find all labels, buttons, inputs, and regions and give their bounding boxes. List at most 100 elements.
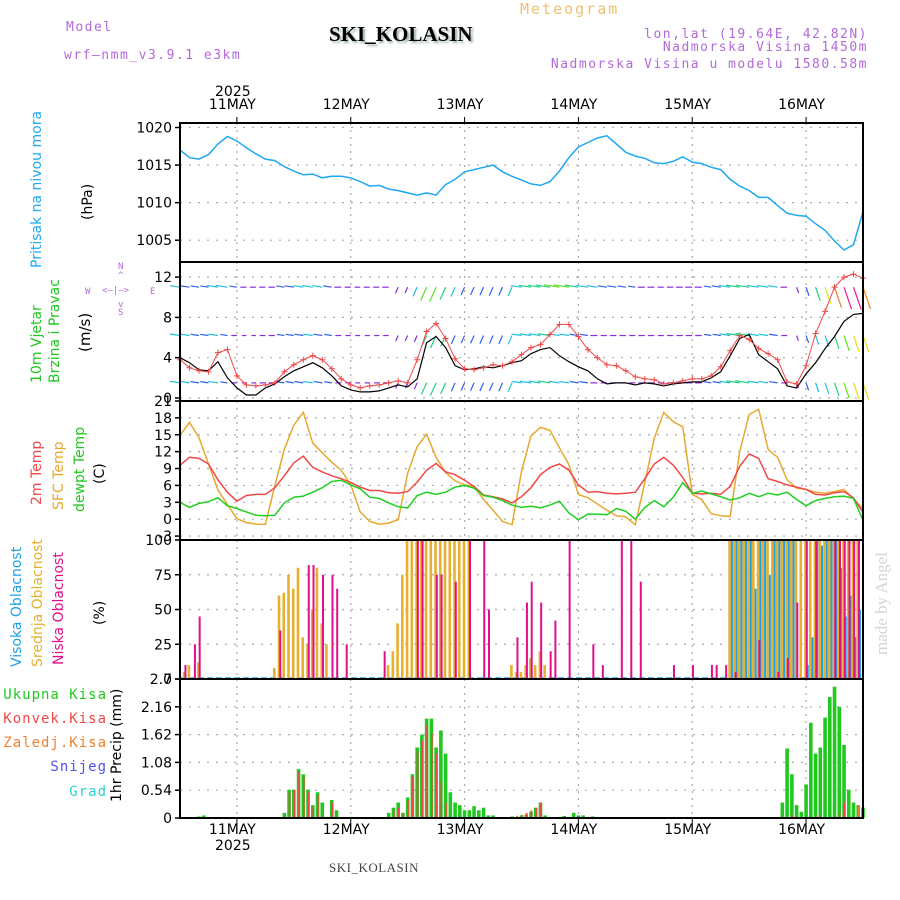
cloud-mid-bar	[386, 665, 390, 679]
wind-arrow	[276, 285, 285, 288]
wind-arrow	[479, 335, 485, 344]
cloud-mid-bar	[799, 540, 803, 679]
wind-gust-marker	[660, 380, 667, 387]
precip-conv-bar	[525, 812, 528, 818]
wind-gust-marker	[793, 380, 800, 387]
wind-arrow	[746, 284, 759, 288]
wind-gust-marker	[717, 363, 724, 370]
cloud-mid-bar	[306, 644, 309, 679]
wind-gust-marker	[452, 355, 459, 362]
precip-conv-bar	[302, 776, 305, 818]
cloud-mid-bar	[747, 540, 750, 679]
cloud-low-bar	[336, 588, 339, 679]
cloud-mid-bar	[462, 540, 466, 679]
precip-conv-bar	[293, 789, 296, 818]
wind-gust-marker	[338, 375, 345, 382]
wind-arrow	[852, 335, 860, 353]
wind-arrow	[179, 333, 190, 337]
wind-gust-marker	[309, 352, 316, 359]
wind-arrow	[498, 286, 504, 296]
wind-gust-marker	[537, 341, 544, 348]
y-tick-label: 12	[154, 445, 172, 461]
wind-gust-line	[179, 273, 864, 389]
cloud-mid-bar	[794, 540, 798, 679]
precip-conv-bar	[331, 802, 333, 818]
day-label: 16MAY	[778, 97, 826, 113]
cloud-mid-bar	[510, 665, 513, 679]
year-bottom: 2025	[215, 838, 251, 854]
cloud-mid-bar	[519, 672, 523, 679]
wind-arrow	[833, 382, 840, 397]
precip-conv-bar	[312, 806, 315, 818]
precip-conv-bar	[530, 810, 533, 818]
wind-arrow	[747, 380, 759, 384]
y-tick-label: 21	[154, 394, 172, 410]
wind-gust-marker	[233, 372, 240, 379]
y-tick-label: 4	[163, 351, 172, 367]
wind-arrow	[725, 284, 740, 288]
wind-gust-marker	[480, 364, 487, 371]
cloud-high-bar	[821, 545, 824, 679]
wind-gust-marker	[262, 381, 269, 388]
cloud-low-bar	[796, 602, 799, 679]
cloud-low-bar	[554, 620, 557, 679]
wind-gust-marker	[641, 375, 648, 382]
cloud-mid-bar	[789, 540, 793, 679]
wind-arrow	[479, 286, 485, 296]
wind-arrow	[805, 286, 810, 297]
y-tick-label: 15	[154, 428, 172, 444]
wind-arrow	[735, 284, 750, 288]
wind-arrow	[313, 333, 323, 337]
compass-arrow-n: ^	[118, 271, 124, 281]
wind-arrow	[528, 284, 541, 288]
y-tick-label: 6	[163, 478, 172, 494]
wind-gust-marker	[395, 377, 402, 384]
precip-conv-bar	[843, 802, 846, 818]
cloud-mid-bar	[401, 574, 404, 679]
cloud-mid-bar	[832, 540, 836, 679]
cloud-mid-bar	[842, 540, 845, 679]
cloud-mid-bar	[775, 540, 779, 679]
cloud-high-bar	[783, 540, 786, 679]
wind-gust-marker	[442, 335, 449, 342]
cloud-mid-bar	[514, 672, 518, 679]
precip-total-bar	[842, 744, 846, 818]
cloud-high-bar	[768, 574, 771, 679]
day-label: 15MAY	[664, 822, 712, 838]
cloud-low-bar	[786, 658, 789, 679]
precip-conv-bar	[421, 740, 424, 818]
cloud-low-bar	[312, 565, 315, 679]
wind-arrow	[284, 285, 294, 288]
wind-arrow	[190, 381, 200, 384]
wind-arrow	[553, 284, 570, 288]
cloud-low-bar	[184, 665, 187, 679]
wind-arrow	[429, 382, 437, 396]
cloud-low-bar	[321, 574, 324, 679]
cloud-high-bar	[740, 540, 743, 679]
wind-gust-marker	[527, 344, 534, 351]
wind-gust-marker	[727, 347, 734, 354]
cloud-mid-bar	[837, 540, 840, 679]
wind-arrow	[796, 335, 799, 342]
wind-arrow	[711, 285, 721, 288]
wind-arrow	[208, 380, 219, 384]
compass-e: E	[150, 287, 156, 297]
wind-arrow	[712, 333, 721, 337]
compass-w: W	[85, 287, 91, 297]
precip-total-bar	[439, 730, 443, 818]
precip-conv-bar	[838, 811, 841, 818]
wind-arrow	[229, 285, 238, 288]
compass-arrow-s: v	[118, 300, 124, 310]
cloud-low-bar	[516, 637, 519, 679]
wind-arrow	[413, 382, 418, 390]
cloud-mid-bar	[827, 540, 831, 679]
wind-gust-marker	[471, 366, 478, 373]
cloud-low-bar	[592, 644, 595, 679]
wind-arrow	[852, 286, 862, 310]
cloud-low-bar	[198, 616, 201, 679]
wind-arrow	[511, 380, 522, 384]
precip-total-bar	[790, 774, 794, 818]
wind-gust-marker	[803, 362, 810, 369]
cloud-low-bar	[540, 602, 543, 679]
compass-n: N	[118, 262, 124, 272]
